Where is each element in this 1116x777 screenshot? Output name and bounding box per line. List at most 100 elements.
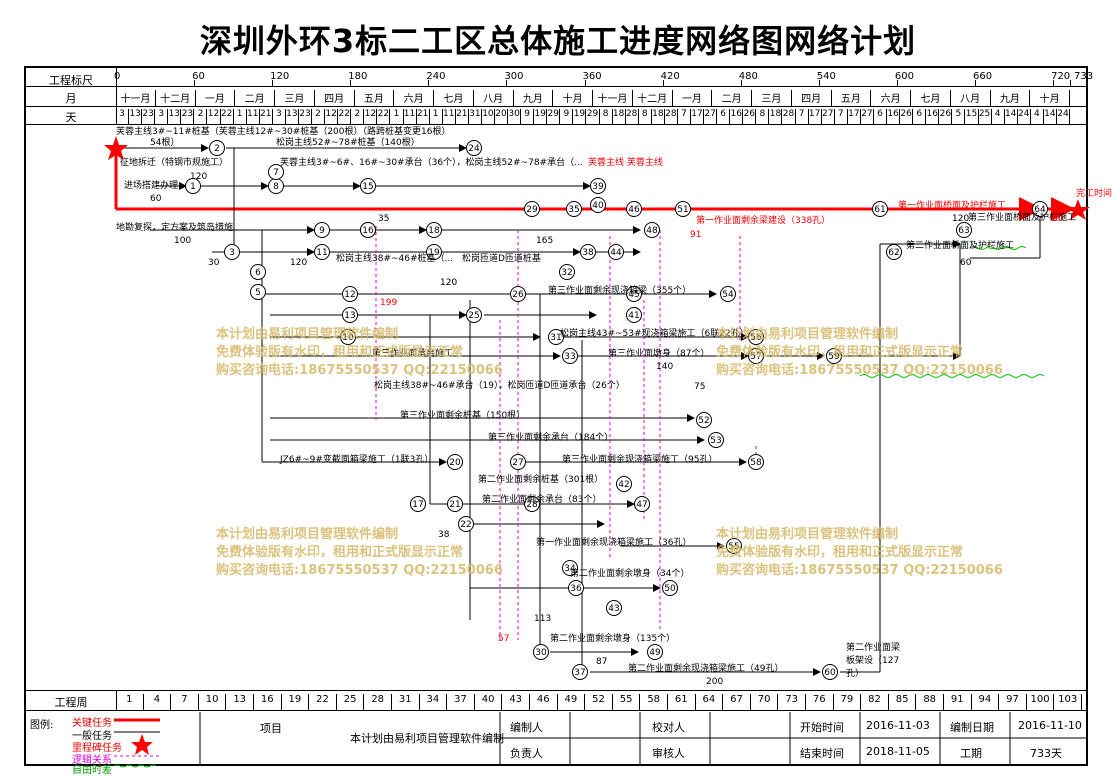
network-node: 39	[590, 178, 606, 194]
task-label: 芙蓉主线3#~6#、16#~30#承台（36个），松岗主线52#~78#承台（.…	[280, 158, 583, 168]
network-frame	[24, 66, 1088, 766]
scale-tick-label: 360	[582, 71, 602, 82]
scale-tick-label: 120	[270, 71, 290, 82]
day-cell: 27	[822, 109, 835, 124]
network-node: 36	[568, 580, 584, 596]
day-cell: 19	[534, 109, 548, 124]
network-node: 13	[342, 307, 358, 323]
day-cell: 28	[782, 109, 796, 124]
scale-tick	[1070, 80, 1071, 86]
day-cell: 13	[168, 109, 182, 124]
scale-tick	[116, 80, 117, 86]
network-node: 12	[342, 286, 358, 302]
network-node: 54	[720, 286, 736, 302]
duration-label: 120	[440, 278, 458, 288]
month-label: 月	[65, 92, 77, 105]
duration-label: 87	[596, 657, 608, 667]
network-node: 20	[447, 454, 463, 470]
network-node: 25	[466, 307, 482, 323]
month-cell: 八月	[474, 90, 514, 106]
network-node: 19	[426, 244, 442, 260]
network-node: 11	[314, 244, 330, 260]
scale-label: 工程标尺	[49, 74, 93, 87]
day-cell: 26	[939, 109, 953, 124]
network-node: 45	[626, 286, 642, 302]
scale-tick-label: 180	[348, 71, 368, 82]
task-label: 第三作业面剩余承台（184个）	[488, 433, 614, 443]
network-node: 53	[708, 432, 724, 448]
watermark: 本计划由易利项目管理软件编制 免费体验版有水印，租用和正式版显示正常 购买咨询电话:…	[216, 527, 503, 578]
month-cell: 九月	[514, 90, 554, 106]
month-cell: 十一月	[593, 90, 633, 106]
week-cell: 1	[116, 694, 144, 710]
day-cell: 29	[586, 109, 600, 124]
free-float	[859, 246, 1045, 378]
day-cell: 3	[155, 109, 169, 124]
task-label: 第二作业面剩余承台（83个）	[482, 495, 602, 505]
week-cell: 100	[1027, 694, 1055, 710]
network-node: 24	[466, 140, 482, 156]
footer-start-value: 2016-11-03	[866, 719, 930, 732]
network-node: 55	[726, 538, 742, 554]
day-cell: 23	[181, 109, 195, 124]
scale-tick-label: 733	[1074, 71, 1094, 82]
footer-reviewer-label: 校对人	[652, 721, 685, 734]
row-divider	[24, 106, 1088, 107]
day-cell: 14	[1044, 109, 1057, 124]
day-cell: 8	[639, 109, 652, 124]
day-cell: 11	[443, 109, 456, 124]
duration-label: 60	[960, 258, 972, 268]
legend-label: 图例:	[30, 720, 54, 731]
week-cell: 22	[309, 694, 337, 710]
day-cell: 1	[430, 109, 443, 124]
day-cell: 4	[1031, 109, 1044, 124]
day-cell: 2	[351, 109, 365, 124]
task-label: 征地拆迁（特钢市规施工）	[120, 158, 229, 168]
day-cell: 12	[364, 109, 378, 124]
week-cell: 73	[778, 694, 806, 710]
duration-label: 38	[438, 530, 450, 540]
network-node: 17	[410, 496, 426, 512]
network-node: 48	[644, 222, 660, 238]
footer-start-label: 开始时间	[800, 721, 844, 734]
day-cell: 28	[626, 109, 639, 124]
scale-tick-label: 540	[816, 71, 836, 82]
network-node: 22	[458, 516, 474, 532]
week-cell: 16	[254, 694, 282, 710]
month-cell: 十二月	[156, 90, 196, 106]
week-cell: 91	[944, 694, 972, 710]
task-label: 芙蓉主线3#~11#桩基（芙蓉主线12#~30#桩基（200根）（路跨桩基变更1…	[116, 127, 451, 137]
network-node: 49	[647, 644, 663, 660]
network-node: 58	[748, 454, 764, 470]
week-cell: 82	[861, 694, 889, 710]
task-label: 第三作业面桥面及护栏施工	[968, 213, 1077, 223]
network-node: 43	[606, 600, 622, 616]
network-node: 56	[748, 329, 764, 345]
task-label: 松岗主线52#~78#桩基（140根）	[276, 138, 420, 148]
task-label: 第二作业面桥面及护栏施工	[906, 241, 1015, 251]
footer-duration-value: 733天	[1030, 747, 1062, 760]
week-cell: 37	[447, 694, 475, 710]
network-node: 10	[340, 329, 356, 345]
day-cell: 24	[1018, 109, 1031, 124]
network-node: 61	[872, 201, 888, 217]
network-node: 50	[662, 580, 678, 596]
duration-label: 100	[174, 236, 192, 246]
day-cell: 21	[260, 109, 273, 124]
day-cell: 14	[1005, 109, 1018, 124]
col-divider	[116, 66, 117, 124]
duration-label: 120	[952, 214, 970, 224]
network-node: 9	[314, 222, 330, 238]
month-cell: 三月	[752, 90, 792, 106]
week-cell: 58	[640, 694, 668, 710]
month-cell: 九月	[991, 90, 1031, 106]
duration-label: 35	[378, 214, 390, 224]
network-node: 44	[608, 244, 624, 260]
day-cell: 2	[312, 109, 326, 124]
week-cell: 40	[475, 694, 503, 710]
week-cell: 43	[502, 694, 530, 710]
scale-tick	[1053, 80, 1055, 86]
scale-tick	[740, 80, 742, 86]
day-cell: 18	[613, 109, 626, 124]
watermark: 本计划由易利项目管理软件编制 免费体验版有水印，租用和正式版显示正常 购买咨询电话:…	[216, 327, 503, 378]
